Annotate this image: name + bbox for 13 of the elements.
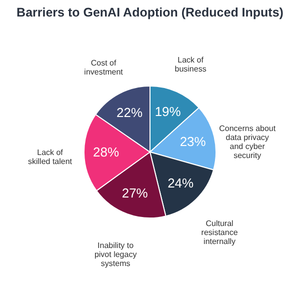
slice-label: Concerns about data privacy and cyber security <box>219 124 276 160</box>
data-label: 28% <box>92 144 120 160</box>
data-label: 19% <box>154 104 182 119</box>
data-label: 24% <box>168 176 194 191</box>
slice-label: Cost of investment <box>84 58 124 76</box>
data-label: 27% <box>122 185 148 200</box>
data-label: 22% <box>116 105 143 120</box>
slice-label: Inability to pivot legacy systems <box>94 240 137 268</box>
slice-label: Lack of business <box>174 56 206 74</box>
slice-label: Lack of skilled talent <box>28 148 73 166</box>
data-label: 23% <box>180 134 206 149</box>
chart-title: Barriers to GenAI Adoption (Reduced Inputs) <box>16 6 284 20</box>
slice-label: Cultural resistance internally <box>201 218 238 246</box>
